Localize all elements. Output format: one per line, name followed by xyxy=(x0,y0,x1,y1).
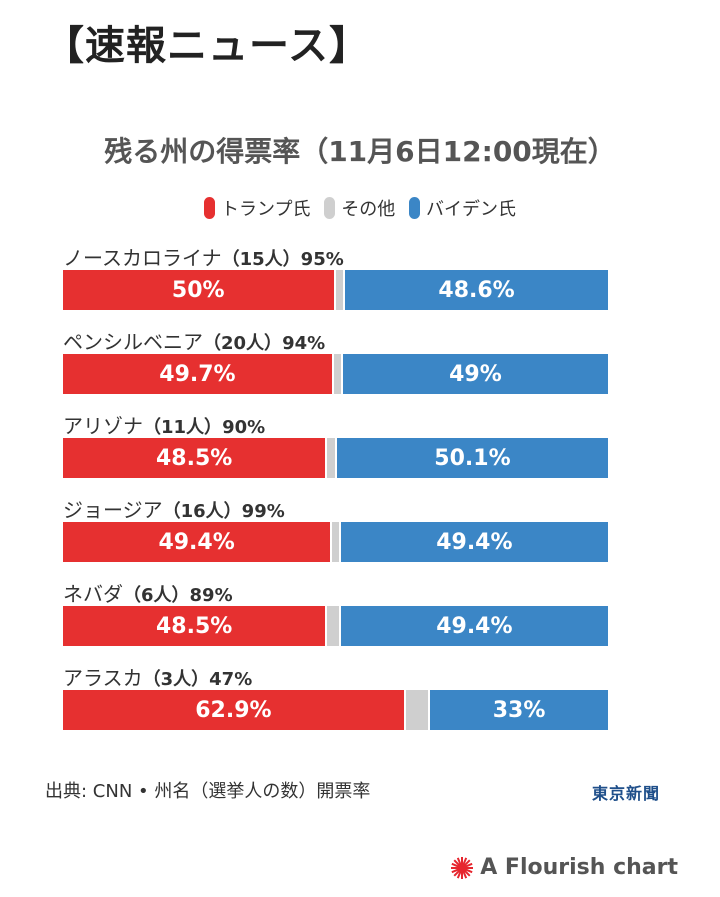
row-label-north-carolina: ノースカロライナ（15人）95% xyxy=(63,246,344,272)
legend-label-other: その他 xyxy=(341,199,396,220)
count-rate: 47% xyxy=(209,669,253,690)
bar-value-label: 48.6% xyxy=(438,277,515,303)
state-name: ネバダ xyxy=(63,582,123,606)
other-segment[interactable] xyxy=(327,438,335,478)
electors-count: （3人） xyxy=(142,669,210,690)
legend-item-other[interactable]: その他 xyxy=(324,196,395,224)
trump-segment[interactable]: 48.5% xyxy=(63,606,328,646)
row-label-alaska: アラスカ（3人）47% xyxy=(63,666,252,692)
other-segment[interactable] xyxy=(333,354,341,394)
legend-swatch-other xyxy=(324,197,336,219)
count-rate: 94% xyxy=(282,333,326,354)
legend-swatch-biden xyxy=(408,197,420,219)
legend: トランプ氏 その他 バイデン氏 xyxy=(0,196,720,224)
state-name: アリゾナ xyxy=(63,414,143,438)
flourish-credit[interactable]: A Flourish chart xyxy=(450,855,678,880)
biden-segment[interactable]: 48.6% xyxy=(343,270,608,310)
row-label-arizona: アリゾナ（11人）90% xyxy=(63,414,265,440)
biden-segment[interactable]: 33% xyxy=(428,690,608,730)
trump-segment[interactable]: 49.7% xyxy=(63,354,334,394)
bar-value-label: 49.4% xyxy=(158,529,235,555)
legend-label-biden: バイデン氏 xyxy=(425,199,516,220)
electors-count: （20人） xyxy=(203,333,283,354)
stacked-bar-alaska[interactable]: 62.9% 33% xyxy=(63,690,608,730)
source-note: 出典: CNN • 州名（選挙人の数）開票率 xyxy=(45,781,371,802)
bar-value-label: 49% xyxy=(449,361,502,387)
legend-item-trump[interactable]: トランプ氏 xyxy=(204,196,311,224)
bar-value-label: 33% xyxy=(492,697,546,723)
legend-item-biden[interactable]: バイデン氏 xyxy=(408,196,516,224)
stacked-bar-north-carolina[interactable]: 50% 48.6% xyxy=(63,270,608,310)
electors-count: （16人） xyxy=(162,501,242,522)
bar-value-label: 49.7% xyxy=(159,361,236,387)
other-segment[interactable] xyxy=(327,606,339,646)
publisher-logo: 東京新聞 xyxy=(592,784,661,803)
row-label-georgia: ジョージア（16人）99% xyxy=(63,498,285,524)
state-name: ノースカロライナ xyxy=(63,246,222,270)
trump-segment[interactable]: 62.9% xyxy=(63,690,406,730)
electors-count: （6人） xyxy=(123,585,190,606)
count-rate: 99% xyxy=(241,501,285,522)
row-label-nevada: ネバダ（6人）89% xyxy=(63,582,233,608)
state-name: ジョージア xyxy=(63,498,163,522)
count-rate: 95% xyxy=(300,249,344,270)
state-name: ペンシルベニア xyxy=(63,330,203,354)
biden-segment[interactable]: 49.4% xyxy=(338,522,608,562)
other-segment[interactable] xyxy=(335,270,344,310)
headline: 【速報ニュース】 xyxy=(44,23,370,69)
bar-value-label: 50.1% xyxy=(434,445,511,471)
state-name: アラスカ xyxy=(63,666,143,690)
chart-title: 残る州の得票率（11月6日12:00現在） xyxy=(104,135,616,168)
row-label-pennsylvania: ペンシルベニア（20人）94% xyxy=(63,330,325,356)
trump-segment[interactable]: 50% xyxy=(63,270,336,310)
bar-value-label: 48.5% xyxy=(155,613,233,639)
count-rate: 89% xyxy=(189,585,233,606)
electors-count: （15人） xyxy=(221,249,301,270)
biden-segment[interactable]: 50.1% xyxy=(334,438,608,478)
bar-value-label: 48.5% xyxy=(155,445,233,471)
bar-value-label: 49.4% xyxy=(436,529,513,555)
other-segment[interactable] xyxy=(405,690,429,730)
stacked-bar-pennsylvania[interactable]: 49.7% 49% xyxy=(63,354,608,394)
stacked-bar-georgia[interactable]: 49.4% 49.4% xyxy=(63,522,608,562)
legend-label-trump: トランプ氏 xyxy=(221,199,311,220)
other-segment[interactable] xyxy=(332,522,339,562)
trump-segment[interactable]: 48.5% xyxy=(63,438,328,478)
bar-value-label: 62.9% xyxy=(195,697,272,723)
trump-segment[interactable]: 49.4% xyxy=(63,522,333,562)
legend-swatch-trump xyxy=(204,197,216,219)
stacked-bar-nevada[interactable]: 48.5% 49.4% xyxy=(63,606,608,646)
stacked-bar-arizona[interactable]: 48.5% 50.1% xyxy=(63,438,608,478)
count-rate: 90% xyxy=(222,417,266,438)
biden-segment[interactable]: 49.4% xyxy=(338,606,608,646)
bar-value-label: 50% xyxy=(171,277,225,303)
flourish-credit-label: A Flourish chart xyxy=(480,855,678,880)
electors-count: （11人） xyxy=(143,417,223,438)
bar-value-label: 49.4% xyxy=(436,613,513,639)
flourish-logo-icon xyxy=(451,856,474,879)
biden-segment[interactable]: 49% xyxy=(340,354,608,394)
